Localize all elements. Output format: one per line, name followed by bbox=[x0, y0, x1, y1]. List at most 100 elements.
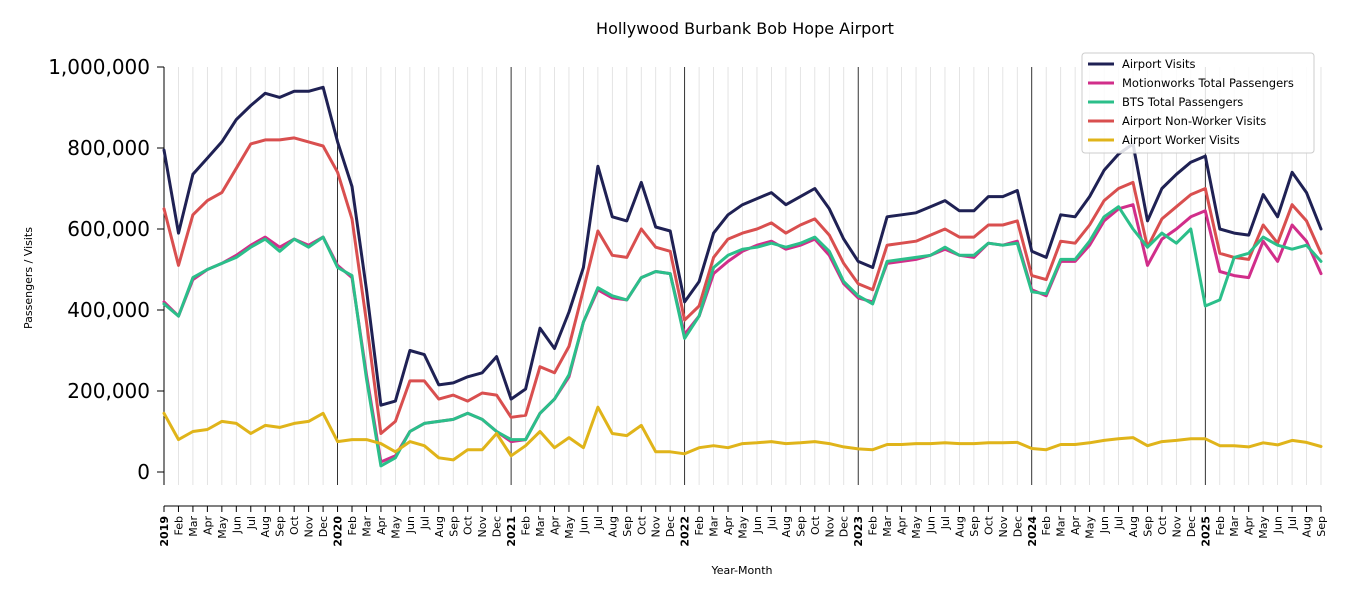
x-tick-label: Feb bbox=[693, 516, 706, 535]
x-tick-label: Sep bbox=[447, 516, 460, 537]
x-tick-label: Aug bbox=[1127, 516, 1140, 537]
x-tick-label: Jul bbox=[1286, 516, 1299, 530]
x-tick-label: Feb bbox=[1214, 516, 1227, 535]
series-line-airport-worker-visits bbox=[162, 405, 1323, 462]
x-tick-label: Nov bbox=[1170, 516, 1183, 538]
x-tick-label: Oct bbox=[635, 515, 648, 535]
x-tick-label: Nov bbox=[650, 516, 663, 538]
x-tick-label: Jul bbox=[765, 516, 778, 530]
x-tick-label: Dec bbox=[838, 516, 851, 537]
x-tick-label: Aug bbox=[1301, 516, 1314, 537]
x-tick-label: Oct bbox=[288, 515, 301, 535]
x-tick-label: Sep bbox=[274, 516, 287, 537]
y-axis-label: Passengers / Visits bbox=[22, 227, 35, 329]
y-axis: 0 200,000 400,000 600,000 800,000 1,000,000 bbox=[48, 55, 165, 485]
x-tick-label: Sep bbox=[1315, 516, 1328, 537]
x-tick-label: May bbox=[737, 516, 750, 539]
x-tick-label: May bbox=[563, 516, 576, 539]
x-tick-label: Feb bbox=[867, 516, 880, 535]
x-tick-label: Sep bbox=[621, 516, 634, 537]
chart-title: Hollywood Burbank Bob Hope Airport bbox=[596, 19, 894, 38]
x-tick-label: Nov bbox=[303, 516, 316, 538]
x-tick-label: Oct bbox=[1156, 515, 1169, 535]
x-tick-label: Jul bbox=[939, 516, 952, 530]
y-tick-label: 1,000,000 bbox=[48, 55, 150, 79]
x-tick-label: Apr bbox=[375, 516, 388, 536]
x-tick-label: Aug bbox=[780, 516, 793, 537]
x-tick-label: Feb bbox=[1040, 516, 1053, 535]
x-tick-label: Oct bbox=[809, 515, 822, 535]
x-tick-label: Apr bbox=[201, 516, 214, 536]
x-tick-label: Apr bbox=[548, 516, 561, 536]
x-tick-label: Jul bbox=[592, 516, 605, 530]
x-tick-label: Aug bbox=[259, 516, 272, 537]
x-tick-label: Mar bbox=[881, 516, 894, 537]
x-tick-label: Jun bbox=[404, 516, 417, 534]
x-tick-label: Jun bbox=[577, 516, 590, 534]
x-tick-label: 2023 bbox=[852, 516, 865, 547]
x-tick-label: May bbox=[1257, 516, 1270, 539]
x-tick-label: Apr bbox=[1243, 516, 1256, 536]
x-tick-label: Dec bbox=[1185, 516, 1198, 537]
series-line-bts-total-passengers bbox=[162, 205, 1323, 468]
x-tick-label: Nov bbox=[997, 516, 1010, 538]
x-tick-label: 2024 bbox=[1026, 516, 1039, 547]
x-tick-label: May bbox=[910, 516, 923, 539]
legend-entry: BTS Total Passengers bbox=[1122, 95, 1243, 109]
x-tick-label: Apr bbox=[896, 516, 909, 536]
x-tick-label: Oct bbox=[982, 515, 995, 535]
x-tick-label: Feb bbox=[172, 516, 185, 535]
x-tick-label: Mar bbox=[360, 516, 373, 537]
x-tick-label: Mar bbox=[534, 516, 547, 537]
x-tick-label: Apr bbox=[722, 516, 735, 536]
x-tick-label: Dec bbox=[491, 516, 504, 537]
x-tick-label: Oct bbox=[462, 515, 475, 535]
y-tick-label: 600,000 bbox=[67, 217, 150, 241]
x-tick-label: Jun bbox=[925, 516, 938, 534]
x-tick-label: Feb bbox=[520, 516, 533, 535]
legend-entry: Motionworks Total Passengers bbox=[1122, 76, 1294, 90]
x-tick-label: Nov bbox=[823, 516, 836, 538]
x-tick-label: 2022 bbox=[679, 516, 692, 547]
x-tick-label: Jun bbox=[230, 516, 243, 534]
x-tick-label: May bbox=[389, 516, 402, 539]
x-tick-label: 2020 bbox=[332, 516, 345, 547]
x-tick-label: Apr bbox=[1069, 516, 1082, 536]
x-tick-label: Jul bbox=[245, 516, 258, 530]
x-tick-label: Mar bbox=[1228, 516, 1241, 537]
x-tick-label: Nov bbox=[476, 516, 489, 538]
x-tick-label: Jun bbox=[1098, 516, 1111, 534]
x-tick-label: Aug bbox=[606, 516, 619, 537]
x-tick-label: May bbox=[216, 516, 229, 539]
x-tick-label: Jul bbox=[418, 516, 431, 530]
x-tick-label: Feb bbox=[346, 516, 359, 535]
legend-box bbox=[1081, 52, 1315, 154]
x-tick-label: Jun bbox=[751, 516, 764, 534]
legend: Airport Visits Motionworks Total Passenge… bbox=[1081, 52, 1315, 154]
x-axis: 2019 Feb Mar Apr May Jun Jul Aug Sep Oct Nov Dec 202… bbox=[158, 505, 1328, 547]
x-tick-label: Mar bbox=[1055, 516, 1068, 537]
x-tick-label: Aug bbox=[953, 516, 966, 537]
x-tick-label: Jul bbox=[1113, 516, 1126, 530]
legend-entry: Airport Visits bbox=[1122, 57, 1196, 71]
y-tick-label: 200,000 bbox=[67, 379, 150, 403]
x-tick-label: Dec bbox=[1011, 516, 1024, 537]
series-line-airport-non-worker-visits bbox=[162, 136, 1323, 435]
legend-entry: Airport Worker Visits bbox=[1122, 133, 1240, 147]
x-tick-label: Mar bbox=[187, 516, 200, 537]
x-tick-label: Dec bbox=[664, 516, 677, 537]
legend-entry: Airport Non-Worker Visits bbox=[1122, 114, 1266, 128]
x-axis-label: Year-Month bbox=[710, 564, 772, 577]
x-tick-label: 2019 bbox=[158, 516, 171, 547]
x-tick-label: Mar bbox=[708, 516, 721, 537]
x-tick-label: 2021 bbox=[505, 516, 518, 547]
x-tick-label: Dec bbox=[317, 516, 330, 537]
x-tick-label: Sep bbox=[968, 516, 981, 537]
x-tick-label: Aug bbox=[433, 516, 446, 537]
x-tick-label: Sep bbox=[794, 516, 807, 537]
y-tick-label: 400,000 bbox=[67, 298, 150, 322]
x-tick-label: May bbox=[1084, 516, 1097, 539]
x-tick-label: 2025 bbox=[1199, 516, 1212, 547]
y-tick-label: 0 bbox=[137, 460, 150, 484]
